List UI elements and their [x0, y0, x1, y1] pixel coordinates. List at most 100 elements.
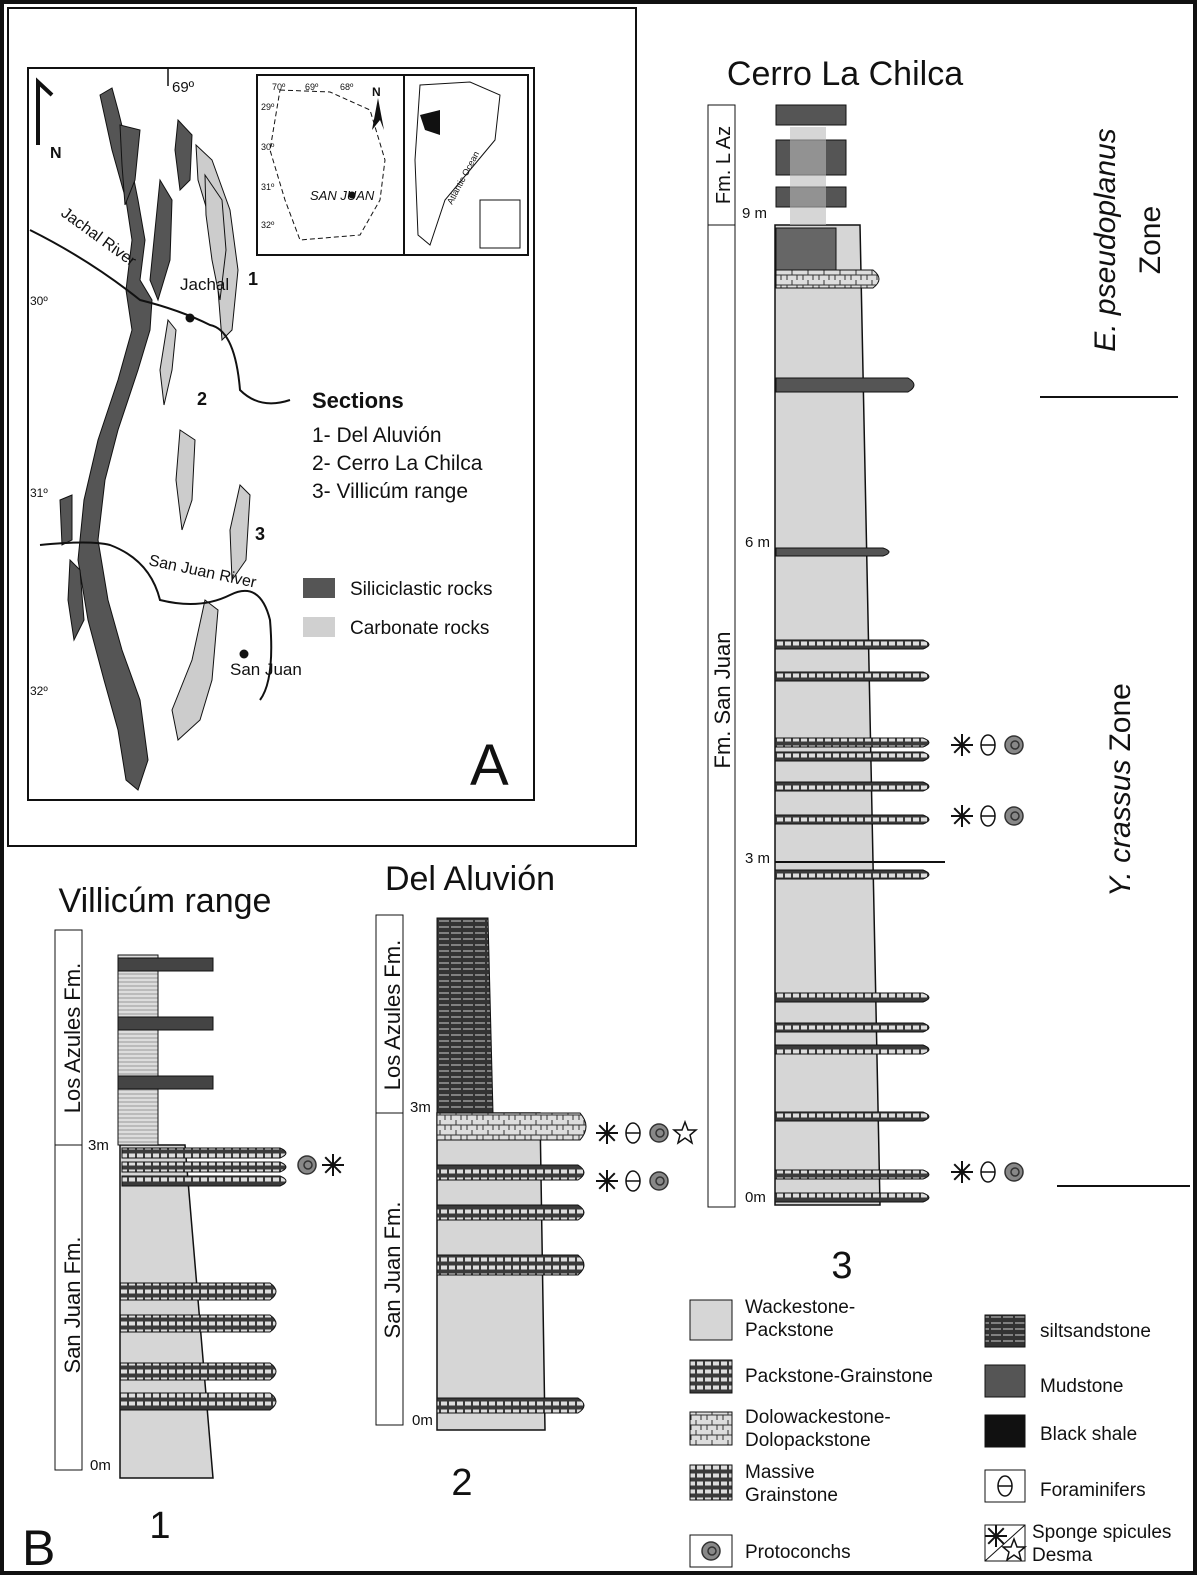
label: 3 — [831, 1245, 852, 1287]
label: San Juan Fm. — [380, 1202, 405, 1339]
sponge-spicule — [951, 734, 973, 756]
label: Dolowackestone- — [745, 1407, 891, 1428]
zone-suffix: Zone — [1104, 683, 1137, 751]
column-body — [775, 225, 880, 1205]
siltstone — [790, 127, 826, 225]
label: 3m — [410, 1099, 431, 1116]
mudstone-bed — [118, 1017, 213, 1030]
legend-swatch — [690, 1300, 732, 1340]
protoconch — [1005, 1163, 1023, 1181]
label: Sponge spicules — [1032, 1522, 1171, 1543]
label: 0m — [745, 1189, 766, 1206]
label: 9 m — [742, 205, 767, 222]
bed — [775, 1045, 929, 1054]
label: 3 — [255, 524, 265, 544]
protoconch — [1005, 736, 1023, 754]
label: 29º — [261, 102, 275, 112]
sponge-spicule — [985, 1525, 1007, 1547]
label: Packstone — [745, 1320, 834, 1341]
bed — [775, 870, 929, 879]
label: 0m — [90, 1457, 111, 1474]
label: 0m — [412, 1412, 433, 1429]
label: Jachal — [180, 275, 229, 294]
label: 31º — [30, 486, 48, 500]
mudstone-bed — [776, 105, 846, 125]
label: Fm. L Az — [713, 126, 735, 204]
bed — [120, 1363, 276, 1380]
label: N — [50, 145, 62, 162]
label: San Juan — [230, 660, 302, 679]
label: B — [22, 1520, 55, 1575]
label: 3m — [88, 1137, 109, 1154]
label: 2 — [197, 389, 207, 409]
label: Mudstone — [1040, 1376, 1123, 1397]
legend-swatch — [985, 1315, 1025, 1347]
label: Desma — [1032, 1545, 1093, 1566]
legend-swatch — [985, 1415, 1025, 1447]
legend-swatch — [303, 617, 335, 637]
protoconch — [1005, 807, 1023, 825]
label: 70º — [272, 82, 286, 92]
bed — [437, 1255, 584, 1275]
label: Foraminifers — [1040, 1480, 1146, 1501]
siltstone — [118, 955, 158, 1145]
label: 69º — [305, 82, 319, 92]
legend-swatch — [690, 1360, 732, 1393]
label: Zone — [1134, 206, 1167, 274]
legend-swatch — [985, 1365, 1025, 1397]
sponge-spicule — [596, 1170, 618, 1192]
mudstone-bed — [776, 228, 836, 270]
bed — [437, 1165, 584, 1180]
label: Wackestone- — [745, 1297, 855, 1318]
label: N — [372, 85, 381, 99]
bed — [122, 1148, 286, 1158]
bed — [437, 1113, 586, 1140]
legend-swatch — [303, 578, 335, 598]
bed — [437, 1398, 584, 1413]
sponge-spicule — [951, 805, 973, 827]
label: Grainstone — [745, 1485, 838, 1506]
bed — [775, 1023, 929, 1032]
bed — [775, 752, 929, 761]
label: Villicúm range — [59, 882, 272, 920]
sponge-spicule — [322, 1154, 344, 1176]
label: 2- Cerro La Chilca — [312, 452, 483, 475]
label: siltsandstone — [1040, 1321, 1151, 1342]
bed — [775, 1170, 929, 1179]
label: 30º — [30, 294, 48, 308]
desma — [674, 1122, 696, 1143]
bed — [775, 1193, 929, 1202]
sponge-spicule — [596, 1122, 618, 1144]
label: 3- Villicúm range — [312, 480, 468, 503]
label: SAN JUAN — [310, 188, 375, 203]
zone-label: Y. crassus Zone — [1104, 683, 1137, 897]
label: Massive — [745, 1462, 815, 1483]
label: 32º — [30, 684, 48, 698]
mudstone-bed — [118, 958, 213, 971]
label: 30º — [261, 142, 275, 152]
label: Fm. San Juan — [710, 632, 735, 769]
label: E. pseudoplanus — [1089, 128, 1122, 352]
label: 3 m — [745, 850, 770, 867]
bed — [775, 672, 929, 681]
figure: AN69º30º31º32ºJachal RiverSan Juan River… — [0, 0, 1197, 1575]
label: 68º — [340, 82, 354, 92]
bed — [775, 993, 929, 1002]
label: 2 — [451, 1462, 472, 1504]
bed — [120, 1283, 276, 1300]
label: A — [470, 733, 509, 798]
sponge-spicule — [951, 1161, 973, 1183]
zone-name: Y. crassus — [1104, 760, 1137, 897]
label: 31º — [261, 182, 275, 192]
protoconch — [650, 1124, 668, 1142]
label: 6 m — [745, 534, 770, 551]
protoconch — [650, 1172, 668, 1190]
bed — [775, 782, 929, 791]
bed — [775, 1112, 929, 1121]
protoconch — [702, 1542, 720, 1560]
label: San Juan Fm. — [60, 1237, 85, 1374]
bed — [775, 738, 929, 747]
label: Carbonate rocks — [350, 618, 489, 639]
legend-swatch — [690, 1412, 732, 1445]
column-body — [120, 1145, 213, 1478]
